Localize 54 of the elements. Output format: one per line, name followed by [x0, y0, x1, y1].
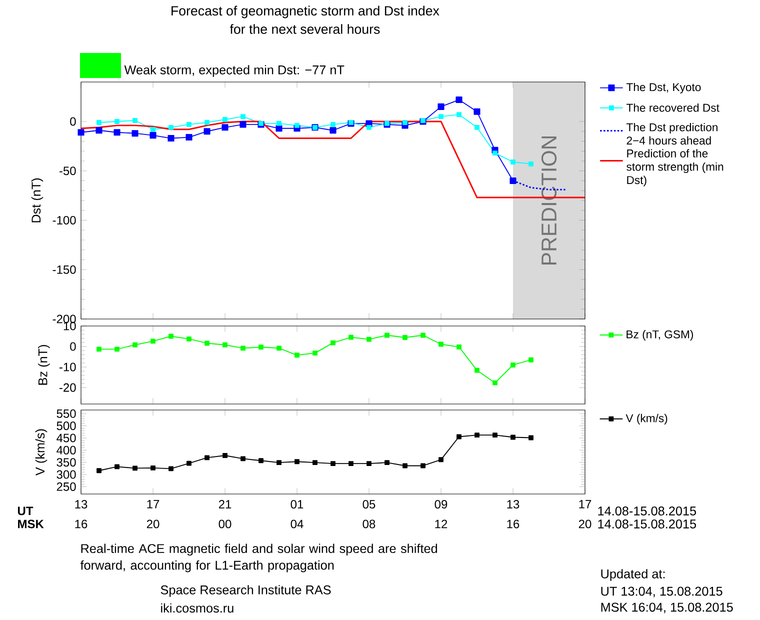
- text: MSK 16:04, 15.08.2015: [601, 602, 733, 614]
- y-tick-label: -150: [52, 265, 76, 274]
- legend-label: The recovered Dst: [626, 103, 720, 112]
- legend-label: Bz (nT, GSM): [626, 330, 694, 341]
- y-tick-label: 550: [56, 409, 76, 418]
- y-tick-label: -200: [52, 314, 76, 324]
- x-tick-label: 17: [579, 500, 592, 508]
- legend-label: The Dst prediction 2−4 hours ahead: [626, 122, 718, 145]
- y-tick-label: 250: [56, 482, 76, 491]
- x2-axis-title: MSK: [18, 520, 44, 528]
- text: 14.08-15.08.2015: [598, 519, 696, 528]
- x-tick-label: 17: [147, 500, 160, 508]
- text: Updated at:: [601, 569, 665, 581]
- y-tick-label: -100: [52, 216, 76, 224]
- x2-tick-label: 08: [362, 520, 376, 528]
- y-axis-title: Bz (nT): [38, 345, 50, 385]
- y-tick-label: -10: [59, 362, 76, 372]
- x2-tick-label: 00: [218, 520, 232, 528]
- y-tick-label: 350: [56, 458, 76, 467]
- y-tick-label: -50: [59, 166, 76, 176]
- x2-tick-label: 04: [290, 520, 304, 528]
- y-tick-label: 450: [56, 434, 76, 442]
- text: Weak storm, expected min Dst: −77 nT: [124, 65, 344, 77]
- y-tick-label: 500: [56, 422, 76, 430]
- chart-subtitle: for the next several hours: [230, 24, 380, 34]
- x2-tick-label: 16: [75, 520, 88, 528]
- chart-title: Forecast of geomagnetic storm and Dst index: [172, 6, 440, 18]
- y-tick-label: 0: [70, 342, 76, 351]
- text: iki.cosmos.ru: [161, 603, 234, 613]
- band-label: PREDICTION: [541, 136, 557, 265]
- x2-tick-label: 12: [435, 520, 448, 528]
- y-tick-label: -20: [59, 383, 76, 392]
- legend-label: V (km/s): [626, 414, 668, 424]
- x2-tick-label: 20: [146, 520, 160, 528]
- x-tick-label: 13: [507, 500, 520, 509]
- legend-label: Prediction of the storm strength (min Dst): [626, 149, 724, 186]
- x-tick-label: 09: [434, 500, 448, 509]
- legend-label: The Dst, Kyoto: [626, 82, 701, 94]
- x2-tick-label: 20: [578, 520, 592, 528]
- y-tick-label: 400: [56, 446, 76, 454]
- x-tick-label: 05: [362, 500, 376, 509]
- x-tick-label: 01: [290, 500, 304, 509]
- y-tick-label: 300: [56, 470, 76, 479]
- text: Real-time ACE magnetic field and solar wind speed are shifted forward, accounting for L1-Earth propagation: [80, 544, 438, 572]
- x-tick-label: 21: [218, 500, 232, 508]
- x-tick-label: 13: [75, 500, 88, 509]
- text: 14.08-15.08.2015: [598, 506, 696, 516]
- y-tick-label: 0: [70, 117, 76, 126]
- text: UT 13:04, 15.08.2015: [601, 586, 722, 598]
- text: Space Research Institute RAS: [160, 585, 331, 597]
- y-axis-title: V (km/s): [35, 429, 48, 476]
- y-axis-title: Dst (nT): [31, 178, 44, 222]
- x-axis-title: UT: [18, 506, 34, 516]
- x2-tick-label: 16: [507, 520, 520, 528]
